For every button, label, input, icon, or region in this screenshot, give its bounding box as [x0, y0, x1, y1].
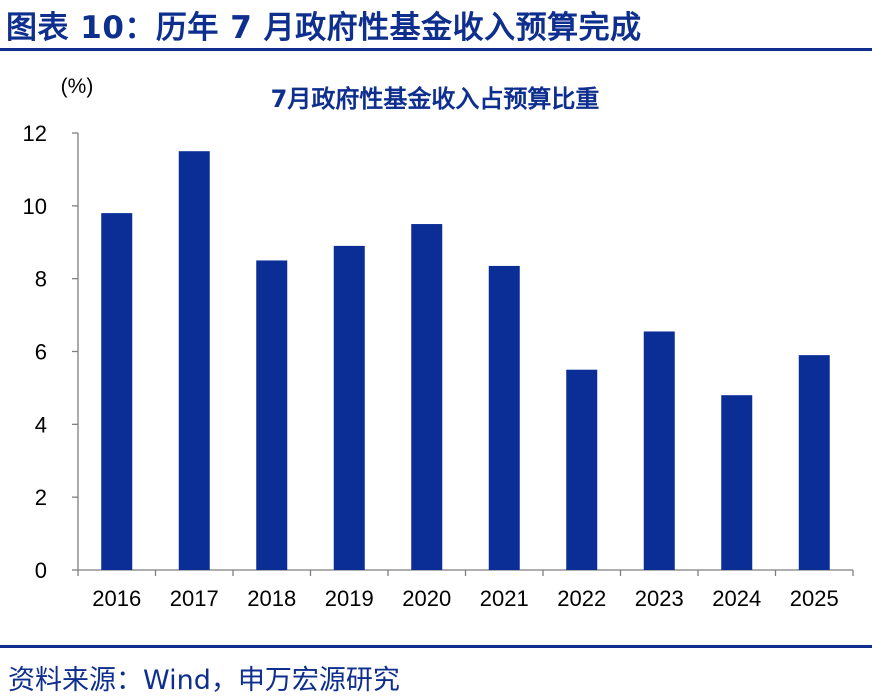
- x-tick-label: 2017: [170, 586, 219, 611]
- y-tick-label: 8: [35, 267, 47, 292]
- figure-title: 图表 10：历年 7 月政府性基金收入预算完成: [6, 10, 642, 46]
- y-tick-label: 12: [23, 121, 47, 146]
- x-tick-label: 2016: [92, 586, 141, 611]
- source-note: 资料来源：Wind，申万宏源研究: [8, 665, 400, 696]
- bar-series: [101, 151, 830, 571]
- chart-title: 7月政府性基金收入占预算比重: [271, 85, 600, 113]
- source-divider: [0, 645, 872, 648]
- y-tick-label: 2: [35, 485, 47, 510]
- y-tick-label: 6: [35, 340, 47, 365]
- x-tick-label: 2018: [247, 586, 296, 611]
- x-tick-label: 2020: [402, 586, 451, 611]
- x-axis: 2016 2017 2018 2019 2020 2021 2022 2023 2024 2025: [77, 569, 854, 611]
- x-tick-label: 2025: [790, 586, 839, 611]
- bar: [333, 245, 365, 570]
- bar: [411, 224, 443, 570]
- bar: [798, 355, 830, 570]
- x-tick-label: 2019: [325, 586, 374, 611]
- x-tick-label: 2021: [480, 586, 529, 611]
- y-axis: 0 2 4 6 8 10 12: [23, 121, 79, 583]
- x-tick-label: 2024: [712, 586, 761, 611]
- bar: [643, 331, 675, 570]
- y-axis-unit-label: (%): [61, 75, 94, 98]
- y-tick-label: 4: [35, 412, 47, 437]
- bar: [488, 265, 520, 570]
- y-tick-label: 0: [35, 558, 47, 583]
- bar: [101, 213, 133, 570]
- x-tick-label: 2022: [557, 586, 606, 611]
- bar: [566, 369, 598, 570]
- bar: [721, 395, 753, 570]
- title-divider: [0, 48, 872, 51]
- y-tick-label: 10: [23, 194, 47, 219]
- bar: [178, 151, 210, 571]
- bar: [256, 260, 288, 570]
- x-tick-label: 2023: [635, 586, 684, 611]
